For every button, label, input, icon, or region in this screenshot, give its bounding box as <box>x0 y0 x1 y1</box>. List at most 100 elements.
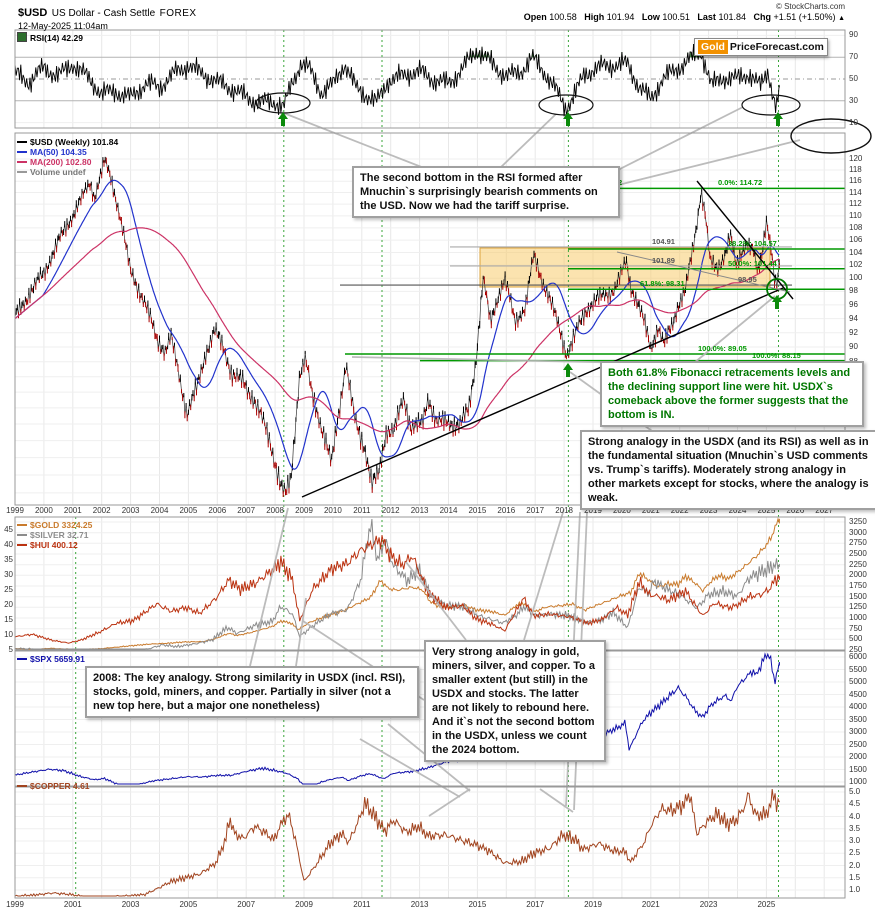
series-gold <box>15 517 780 650</box>
rsi-overbought-fill <box>196 44 704 58</box>
gold-y-tick: 3000 <box>849 527 867 537</box>
silver-y-tick: 40 <box>4 540 13 549</box>
lower-x-tick: 2003 <box>121 900 140 909</box>
panel-border <box>14 516 846 651</box>
copper-y-tick: 1.0 <box>849 885 861 894</box>
silver-legend-label: $SILVER 32.71 <box>30 530 89 540</box>
panel-border <box>14 29 846 129</box>
callout-line <box>499 113 557 169</box>
spx-y-tick: 5000 <box>849 677 867 686</box>
spx-legend: $SPX 5659.91 <box>17 654 85 664</box>
gold-y-tick: 500 <box>849 634 863 644</box>
rsi-y-tick: 30 <box>849 95 858 105</box>
fib-level-label: 50.0%: 101.44 <box>728 258 777 268</box>
usd-x-tick: 2024 <box>728 506 747 515</box>
green-up-arrow <box>563 363 573 377</box>
rsi-y-tick: 90 <box>849 30 858 40</box>
ma50-swatch <box>17 151 27 153</box>
rising-support-line <box>301 287 784 498</box>
usd-x-tick: 2014 <box>439 506 458 515</box>
chart-header: $USD US Dollar - Cash Settle FOREX 12-Ma… <box>18 3 197 31</box>
price-level-label: 98.95 <box>738 275 757 285</box>
usd-x-tick: 2019 <box>584 506 602 515</box>
copper-y-tick: 3.0 <box>849 836 861 845</box>
exchange: FOREX <box>159 8 197 19</box>
hui-series-swatch <box>17 544 27 546</box>
last-label: Last <box>697 12 716 22</box>
chart-datetime: 12-May-2025 11:04am <box>18 21 108 31</box>
copper-legend: $COPPER 4.61 <box>17 781 90 791</box>
very-strong-analogy-note: Very strong analogy in gold, miners, sil… <box>424 640 606 762</box>
silver-y-tick: 45 <box>4 525 13 534</box>
callout-line <box>605 139 801 189</box>
copper-legend-label: $COPPER 4.61 <box>30 781 90 791</box>
usd-x-tick: 2018 <box>555 506 573 515</box>
green-up-arrow <box>773 112 783 126</box>
lower-x-tick: 2013 <box>410 900 429 909</box>
usd-x-tick: 2025 <box>757 506 776 515</box>
usd-y-tick: 106 <box>849 235 863 245</box>
usd-y-tick: 92 <box>849 327 858 337</box>
lower-x-tick: 2025 <box>757 900 776 909</box>
lower-x-tick: 1999 <box>6 900 24 909</box>
callout-line <box>280 111 425 169</box>
usd-x-tick: 2011 <box>353 506 371 515</box>
usd-x-tick: 2001 <box>63 506 82 515</box>
usd-y-tick: 90 <box>849 342 858 352</box>
usd-y-tick: 114 <box>849 187 862 197</box>
usd-y-tick: 96 <box>849 299 858 309</box>
usd-legend-label: $USD (Weekly) 101.84 <box>30 137 119 147</box>
gold-legend-label: $GOLD 3324.25 <box>30 520 93 530</box>
lower-x-tick: 2015 <box>468 900 487 909</box>
spx-y-tick: 2500 <box>849 739 867 749</box>
usd-series-swatch <box>17 141 27 143</box>
spx-y-tick: 3000 <box>849 727 867 736</box>
fib-level-label: 38.2%: 104.57 <box>728 238 777 248</box>
green-up-arrow <box>278 112 288 126</box>
spx-y-tick: 5500 <box>849 664 867 674</box>
rsi-y-tick: 70 <box>849 52 858 62</box>
usd-x-tick: 2013 <box>410 506 429 515</box>
copyright: © StockCharts.com <box>775 2 845 11</box>
hui-legend-label: $HUI 400.12 <box>30 540 78 550</box>
gold-y-tick: 1250 <box>849 602 867 612</box>
up-arrow-icon: ▲ <box>838 15 845 22</box>
silver-y-tick: 35 <box>4 555 13 564</box>
low-value: 100.51 <box>662 12 690 22</box>
open-label: Open <box>523 12 547 22</box>
usd-x-tick: 2000 <box>34 506 53 515</box>
rsi-y-tick: 10 <box>849 117 858 127</box>
usd-x-tick: 2010 <box>323 506 342 515</box>
silver-y-tick: 25 <box>4 585 13 594</box>
usd-x-tick: 2020 <box>612 506 631 515</box>
usd-y-tick: 104 <box>849 247 863 257</box>
lower-x-tick: 2019 <box>584 900 602 909</box>
gold-y-tick: 3250 <box>849 517 867 526</box>
silver-y-tick: 5 <box>8 645 13 654</box>
usd-x-tick: 2012 <box>381 506 400 515</box>
usd-x-tick: 2007 <box>237 506 256 515</box>
ma200-line <box>14 227 780 433</box>
spx-y-tick: 6000 <box>849 652 867 661</box>
usd-y-tick: 118 <box>849 165 862 174</box>
green-up-arrow <box>563 112 573 126</box>
callout-line <box>428 788 471 817</box>
gold-price-forecast-badge[interactable]: Gold PriceForecast.com <box>694 38 828 56</box>
gold-legend: $GOLD 3324.25 <box>17 520 92 530</box>
chg-value: +1.51 (+1.50%) <box>773 12 836 22</box>
minor-trendline <box>616 251 791 293</box>
ma200-swatch <box>17 161 27 163</box>
copper-y-tick: 2.0 <box>849 860 861 870</box>
copper-y-tick: 5.0 <box>849 787 861 796</box>
chg-label: Chg <box>753 12 771 22</box>
usd-x-tick: 2016 <box>497 506 516 515</box>
copper-y-tick: 2.5 <box>849 848 861 858</box>
usd-x-tick: 2005 <box>179 506 198 515</box>
series-spx <box>14 652 780 785</box>
gold-y-tick: 2250 <box>849 559 867 569</box>
rsi-legend: RSI(14) 42.29 <box>17 32 83 43</box>
spx-y-tick: 2000 <box>849 752 867 761</box>
usd-x-tick: 2027 <box>815 506 834 515</box>
callout-line <box>351 356 641 364</box>
